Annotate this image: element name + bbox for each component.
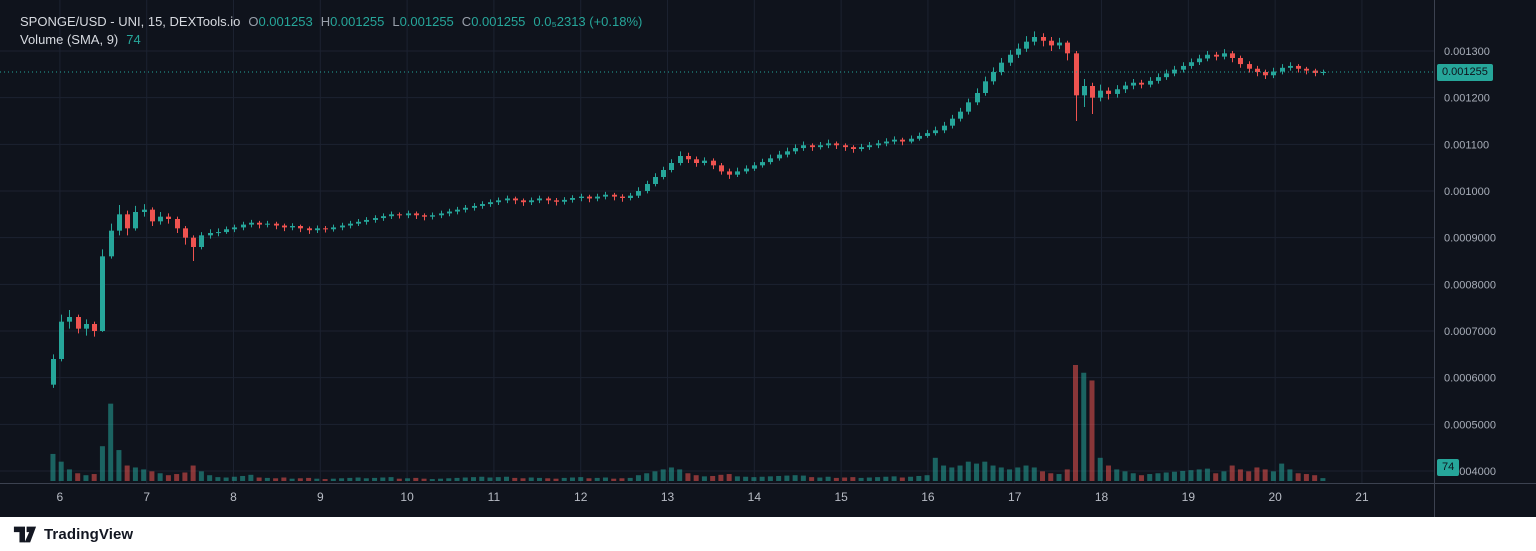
price-tick-label: 0.001200	[1444, 93, 1490, 105]
volume-value: 74	[126, 32, 141, 47]
price-tick-label: 0.001300	[1444, 46, 1490, 58]
last-price-badge: 0.001255	[1437, 64, 1493, 81]
price-tick-label: 0.0008000	[1444, 279, 1496, 291]
time-tick-label: 20	[1268, 490, 1282, 504]
time-tick-label: 19	[1182, 490, 1196, 504]
footer: TradingView	[0, 517, 1536, 551]
time-tick-label: 15	[834, 490, 848, 504]
ohlc-low-value: 0.001255	[399, 14, 454, 29]
price-tick-label: 0.0006000	[1444, 373, 1496, 385]
ohlc-close-value: 0.001255	[471, 14, 526, 29]
ohlc-high-value: 0.001255	[330, 14, 385, 29]
time-tick-label: 13	[661, 490, 675, 504]
ohlc-open: O 0.001253	[248, 13, 312, 31]
last-volume-badge: 74	[1437, 459, 1460, 476]
volume-series	[50, 365, 1326, 481]
chart-root: 0.001300 0.001200 0.001100 0.001000 0.000900…	[0, 0, 1536, 517]
time-tick-label: 7	[143, 490, 150, 504]
time-tick-label: 11	[488, 490, 501, 504]
time-tick-label: 21	[1355, 490, 1369, 504]
ohlc-high-label: H	[320, 14, 331, 29]
time-axis[interactable]: 6 7 8 9 10 11 12 13 14 15 16 17 18 19 20 21	[57, 490, 1369, 504]
tradingview-brand[interactable]: TradingView	[44, 525, 134, 543]
volume-row: Volume (SMA, 9) 74	[20, 31, 642, 49]
time-tick-label: 12	[574, 490, 588, 504]
candlestick-series	[51, 31, 1326, 388]
ohlc-low-label: L	[392, 14, 400, 29]
time-tick-label: 14	[748, 490, 762, 504]
price-tick-label: 0.0009000	[1444, 233, 1496, 245]
legend: SPONGE/USD - UNI, 15, DEXTools.io O 0.001…	[20, 13, 642, 49]
ohlc-open-value: 0.001253	[258, 14, 313, 29]
ohlc-high: H 0.001255	[321, 13, 385, 31]
time-tick-label: 10	[400, 490, 414, 504]
time-tick-label: 9	[317, 490, 324, 504]
tradingview-logo-icon[interactable]	[13, 525, 37, 544]
chart-pane[interactable]: 0.001300 0.001200 0.001100 0.001000 0.000900…	[0, 0, 1536, 517]
time-tick-label: 16	[921, 490, 935, 504]
price-tick-label: 0.001000	[1444, 186, 1490, 198]
time-tick-label: 8	[230, 490, 237, 504]
change-value: 0.0₅2313 (+0.18%)	[533, 14, 643, 29]
volume-indicator-label[interactable]: Volume (SMA, 9)	[20, 32, 119, 47]
price-tick-label: 0.0005000	[1444, 419, 1496, 431]
price-tick-label: 0.001100	[1444, 139, 1489, 151]
ohlc-open-label: O	[248, 14, 259, 29]
time-tick-label: 17	[1008, 490, 1022, 504]
ohlc-low: L 0.001255	[392, 13, 453, 31]
ohlc-close-label: C	[461, 14, 472, 29]
time-tick-label: 6	[57, 490, 64, 504]
time-tick-label: 18	[1095, 490, 1109, 504]
price-axis[interactable]: 0.001300 0.001200 0.001100 0.001000 0.000900…	[1444, 46, 1496, 478]
symbol-row: SPONGE/USD - UNI, 15, DEXTools.io O 0.001…	[20, 13, 642, 31]
symbol-title[interactable]: SPONGE/USD - UNI, 15, DEXTools.io	[20, 14, 241, 29]
grid	[0, 0, 1434, 483]
ohlc-close: C 0.001255	[462, 13, 526, 31]
price-tick-label: 0.0007000	[1444, 326, 1496, 338]
